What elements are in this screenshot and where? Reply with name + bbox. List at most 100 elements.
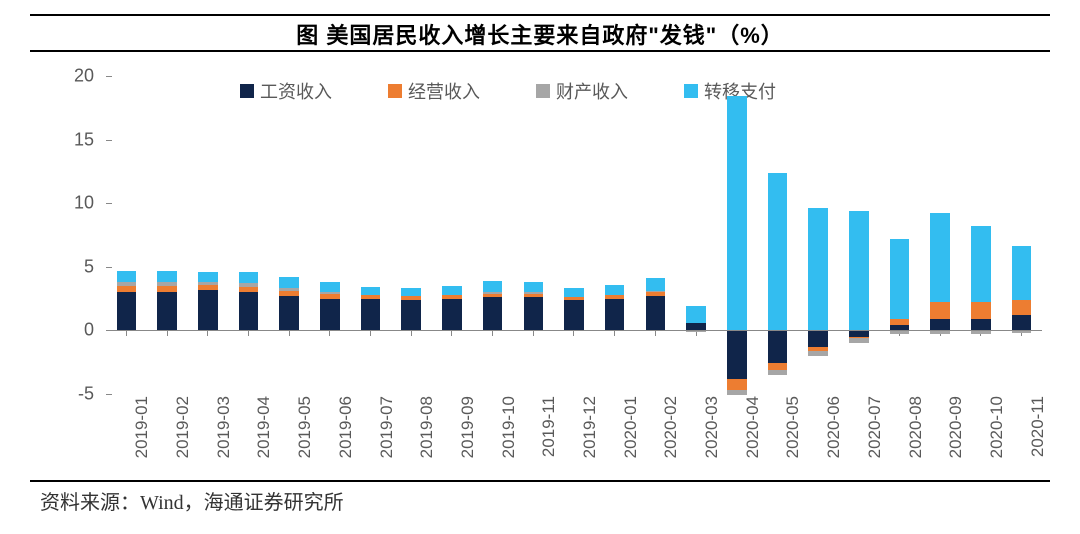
x-tick-label: 2019-09 bbox=[458, 396, 478, 476]
bar-segment-business bbox=[361, 295, 381, 299]
bar-group bbox=[198, 76, 218, 394]
bar-segment-business bbox=[605, 295, 625, 299]
bar-segment-wage bbox=[768, 330, 788, 363]
bar-segment-transfer bbox=[279, 277, 299, 288]
bar-segment-property bbox=[320, 292, 340, 293]
x-tick-label: 2020-06 bbox=[824, 396, 844, 476]
bar-group bbox=[808, 76, 828, 394]
bar-group bbox=[524, 76, 544, 394]
bar-segment-business bbox=[727, 379, 747, 390]
x-tick-label: 2020-09 bbox=[946, 396, 966, 476]
bar-segment-wage bbox=[646, 296, 666, 330]
bar-segment-transfer bbox=[930, 213, 950, 302]
bar-segment-property bbox=[808, 351, 828, 356]
bar-group bbox=[483, 76, 503, 394]
bar-segment-property bbox=[117, 282, 137, 286]
bar-segment-transfer bbox=[524, 282, 544, 292]
source-note: 资料来源：Wind，海通证券研究所 bbox=[40, 486, 344, 515]
rule-under-chart bbox=[30, 480, 1050, 482]
bar-segment-transfer bbox=[808, 208, 828, 330]
bar-segment-business bbox=[1012, 300, 1032, 315]
bar-segment-transfer bbox=[849, 211, 869, 331]
bar-segment-property bbox=[768, 370, 788, 375]
x-tick-label: 2019-08 bbox=[417, 396, 437, 476]
bar-segment-transfer bbox=[890, 239, 910, 319]
bar-segment-wage bbox=[239, 292, 259, 330]
bar-segment-transfer bbox=[401, 288, 421, 296]
bar-segment-transfer bbox=[768, 173, 788, 331]
x-tick-label: 2020-02 bbox=[661, 396, 681, 476]
bar-segment-wage bbox=[1012, 315, 1032, 330]
x-tick-label: 2020-05 bbox=[783, 396, 803, 476]
x-tick-label: 2019-10 bbox=[499, 396, 519, 476]
bar-group bbox=[239, 76, 259, 394]
x-tick-label: 2019-06 bbox=[336, 396, 356, 476]
bar-segment-transfer bbox=[686, 306, 706, 323]
bar-segment-business bbox=[890, 319, 910, 325]
bar-segment-transfer bbox=[605, 285, 625, 295]
y-tick-mark bbox=[106, 267, 112, 268]
y-tick-label: 5 bbox=[84, 256, 94, 277]
x-tick-label: 2019-11 bbox=[539, 396, 559, 476]
x-tick-label: 2019-04 bbox=[254, 396, 274, 476]
bar-segment-wage bbox=[117, 292, 137, 330]
bar-segment-business bbox=[646, 292, 666, 296]
chart-area: -505101520 工资收入经营收入财产收入转移支付 2019-012019-… bbox=[40, 58, 1050, 474]
bar-segment-wage bbox=[361, 299, 381, 331]
bar-group bbox=[971, 76, 991, 394]
bar-group bbox=[564, 76, 584, 394]
bar-segment-business bbox=[483, 294, 503, 298]
bar-group bbox=[320, 76, 340, 394]
bar-group bbox=[1012, 76, 1032, 394]
bar-segment-business bbox=[401, 296, 421, 300]
bar-segment-transfer bbox=[117, 271, 137, 282]
bar-segment-transfer bbox=[564, 288, 584, 297]
bar-group bbox=[646, 76, 666, 394]
bar-segment-property bbox=[727, 390, 747, 395]
x-tick-label: 2020-01 bbox=[621, 396, 641, 476]
bar-segment-transfer bbox=[483, 281, 503, 292]
bar-segment-business bbox=[320, 294, 340, 299]
bar-segment-property bbox=[646, 291, 666, 292]
bar-group bbox=[686, 76, 706, 394]
bar-segment-wage bbox=[401, 300, 421, 331]
bar-segment-business bbox=[239, 287, 259, 292]
bar-group bbox=[117, 76, 137, 394]
bar-segment-property bbox=[849, 338, 869, 343]
bar-segment-transfer bbox=[971, 226, 991, 302]
bar-segment-wage bbox=[524, 297, 544, 330]
x-tick-label: 2019-05 bbox=[295, 396, 315, 476]
bar-segment-transfer bbox=[727, 96, 747, 330]
y-tick-label: 15 bbox=[74, 129, 94, 150]
y-tick-label: -5 bbox=[78, 384, 94, 405]
bar-segment-transfer bbox=[442, 286, 462, 295]
bar-segment-wage bbox=[198, 290, 218, 331]
bar-segment-transfer bbox=[157, 271, 177, 282]
x-axis-labels: 2019-012019-022019-032019-042019-052019-… bbox=[106, 396, 1042, 474]
x-tick-label: 2020-11 bbox=[1028, 396, 1048, 476]
bar-segment-business bbox=[564, 297, 584, 300]
bar-segment-transfer bbox=[198, 272, 218, 282]
bar-segment-transfer bbox=[239, 272, 259, 283]
bar-group bbox=[605, 76, 625, 394]
x-tick-label: 2020-10 bbox=[987, 396, 1007, 476]
bar-segment-business bbox=[279, 291, 299, 296]
bar-group bbox=[768, 76, 788, 394]
x-tick-label: 2019-07 bbox=[377, 396, 397, 476]
x-tick-label: 2020-04 bbox=[743, 396, 763, 476]
bar-group bbox=[279, 76, 299, 394]
bar-segment-business bbox=[117, 286, 137, 292]
bar-segment-wage bbox=[279, 296, 299, 330]
y-tick-mark bbox=[106, 140, 112, 141]
y-tick-mark bbox=[106, 330, 112, 331]
bar-segment-wage bbox=[483, 297, 503, 330]
x-tick-label: 2020-03 bbox=[702, 396, 722, 476]
bar-group bbox=[157, 76, 177, 394]
zero-axis-line bbox=[106, 330, 1042, 331]
rule-under-title bbox=[30, 50, 1050, 52]
bar-group bbox=[727, 76, 747, 394]
bar-segment-wage bbox=[605, 299, 625, 331]
y-tick-mark bbox=[106, 76, 112, 77]
bar-segment-wage bbox=[971, 319, 991, 330]
y-tick-label: 20 bbox=[74, 66, 94, 87]
